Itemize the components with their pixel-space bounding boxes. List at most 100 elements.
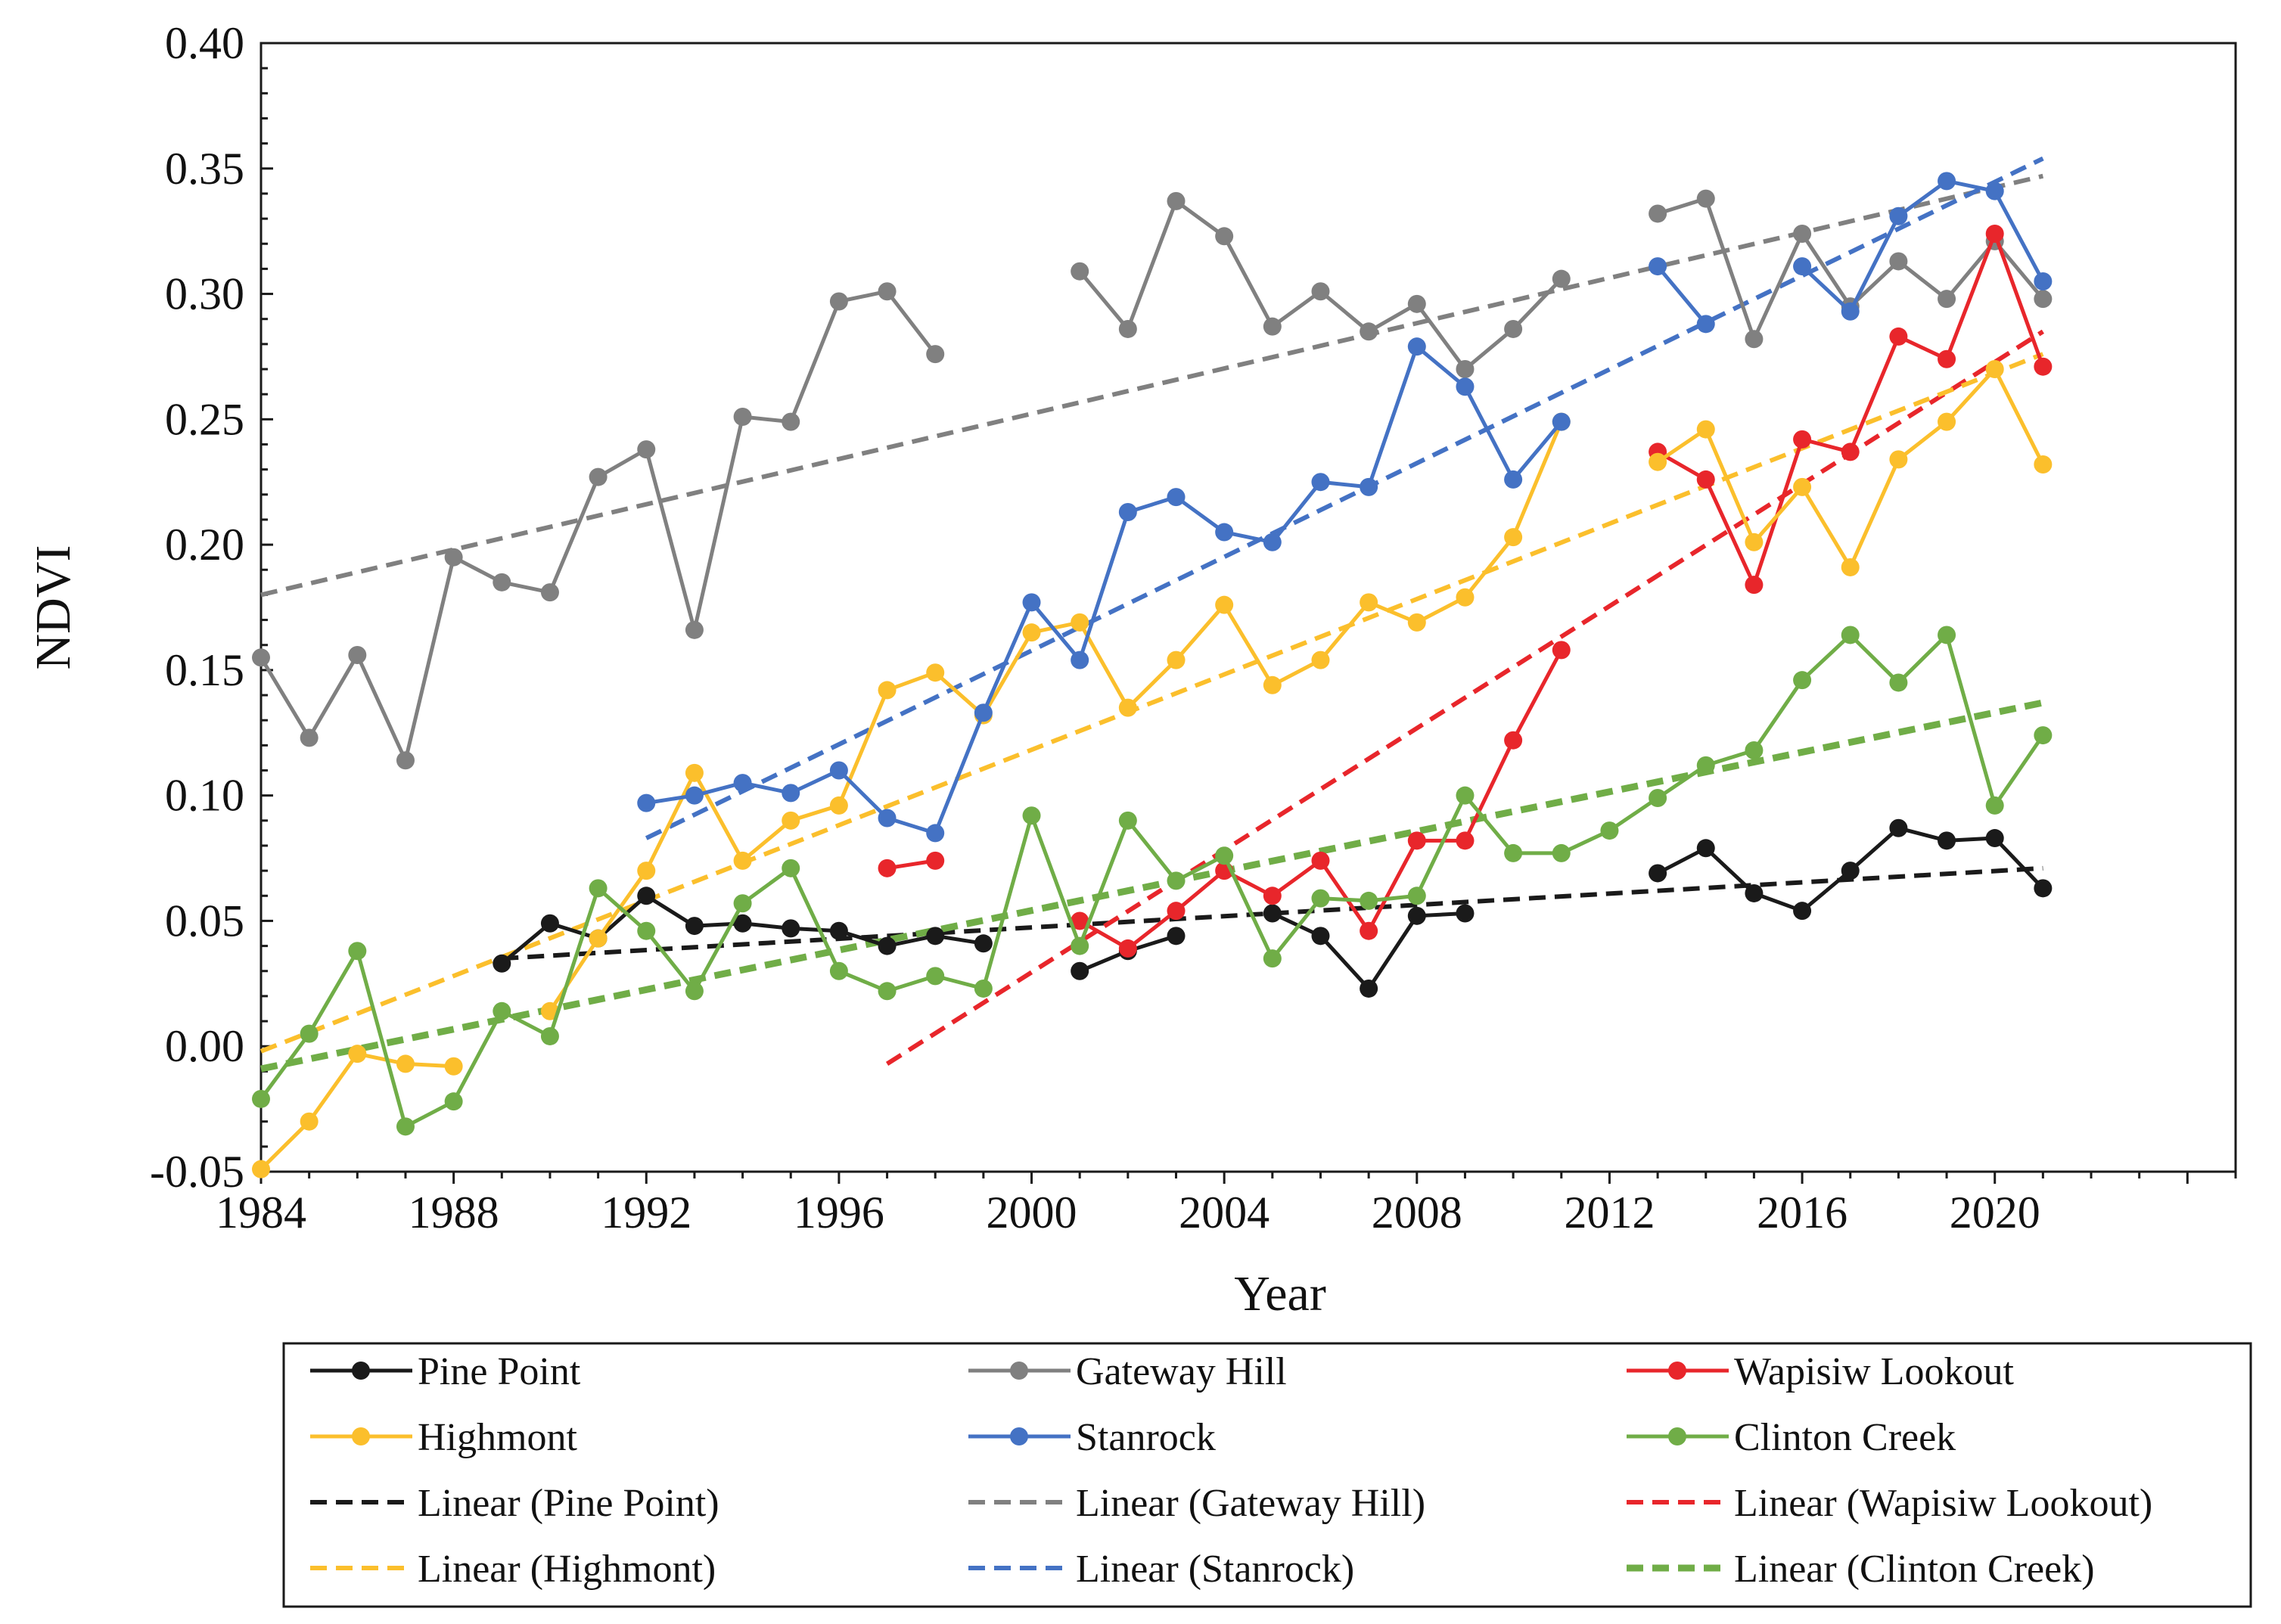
series-group: [252, 189, 2053, 770]
data-point: [540, 583, 559, 602]
data-point: [1985, 224, 2004, 243]
data-point: [444, 1092, 463, 1111]
x-tick-label: 2016: [1757, 1188, 1847, 1237]
data-point: [878, 936, 897, 955]
data-point: [733, 894, 752, 913]
data-point: [1456, 786, 1475, 805]
data-point: [1985, 796, 2004, 815]
y-tick-label: 0.40: [165, 18, 244, 68]
data-point: [1311, 851, 1330, 870]
data-point: [1071, 911, 1089, 930]
data-point: [1215, 846, 1234, 865]
data-point: [1456, 904, 1475, 923]
data-point: [926, 663, 945, 682]
data-point: [1745, 883, 1764, 902]
series-line: [1801, 179, 2045, 314]
data-point: [1263, 904, 1282, 923]
data-point: [1600, 821, 1619, 840]
data-series: [252, 172, 2053, 1178]
data-point: [1360, 921, 1378, 940]
data-point: [396, 1117, 415, 1136]
data-point: [444, 1057, 463, 1076]
data-point: [782, 919, 800, 938]
data-point: [926, 927, 945, 946]
series-group: [493, 818, 2053, 998]
data-point: [1022, 593, 1041, 612]
data-point: [878, 282, 897, 301]
data-point: [782, 412, 800, 431]
data-point: [1793, 477, 1812, 496]
data-point: [1841, 442, 1860, 461]
data-point: [1071, 262, 1089, 281]
legend-item: Stanrock: [968, 1416, 1216, 1459]
data-point: [829, 761, 848, 780]
data-point: [1938, 831, 1956, 850]
series-line: [1656, 265, 1708, 325]
data-point: [782, 811, 800, 830]
data-point: [829, 961, 848, 980]
data-point: [1407, 294, 1426, 313]
y-tick-label: 0.25: [165, 394, 244, 444]
data-point: [1889, 818, 1908, 837]
data-point: [637, 862, 656, 880]
data-point: [733, 914, 752, 933]
data-point: [974, 979, 993, 998]
data-point: [1745, 576, 1764, 595]
data-point: [444, 548, 463, 567]
data-point: [396, 751, 415, 770]
data-point: [926, 967, 945, 986]
y-tick-label: 0.10: [165, 771, 244, 821]
data-point: [1118, 319, 1137, 338]
data-point: [1696, 315, 1715, 334]
y-tick-label: 0.30: [165, 269, 244, 319]
x-tick-labels: 1984 1988 1992 1996 2000 2004 2008 2012 2016 2020: [216, 1188, 2040, 1237]
data-point: [1407, 613, 1426, 632]
data-point: [1841, 862, 1860, 880]
data-point: [1552, 412, 1571, 431]
legend-label: Linear (Clinton Creek): [1734, 1548, 2095, 1591]
data-point: [1167, 927, 1186, 946]
data-point: [878, 681, 897, 700]
data-point: [300, 1024, 319, 1043]
data-point: [396, 1054, 415, 1073]
data-point: [2034, 455, 2053, 474]
data-point: [589, 467, 608, 486]
legend-swatch-marker: [1010, 1427, 1028, 1445]
data-point: [1071, 613, 1089, 632]
data-point: [300, 1112, 319, 1131]
data-point: [493, 573, 511, 592]
data-point: [1985, 829, 2004, 848]
data-point: [1407, 887, 1426, 905]
data-point: [1985, 182, 2004, 200]
data-point: [733, 408, 752, 427]
data-point: [540, 1026, 559, 1045]
data-point: [1311, 889, 1330, 908]
data-point: [1649, 788, 1667, 807]
data-point: [1649, 864, 1667, 883]
data-point: [1841, 557, 1860, 576]
data-point: [2034, 726, 2053, 745]
data-point: [782, 859, 800, 877]
data-point: [1745, 330, 1764, 349]
data-point: [1263, 675, 1282, 694]
legend-label: Highmont: [418, 1416, 577, 1459]
data-point: [1215, 595, 1234, 614]
data-point: [1263, 949, 1282, 968]
data-point: [252, 1089, 270, 1108]
data-point: [589, 879, 608, 898]
series-group: [252, 360, 2053, 1178]
data-point: [1745, 741, 1764, 759]
data-point: [1793, 902, 1812, 921]
data-point: [1504, 731, 1523, 750]
y-tick-labels: -0.05 0.00 0.05 0.10 0.15 0.20 0.25 0.30 0.35 0.4…: [150, 18, 244, 1197]
data-point: [637, 887, 656, 905]
data-point: [733, 851, 752, 870]
x-tick-label: 1984: [216, 1188, 306, 1237]
legend-swatch-marker: [1010, 1362, 1028, 1380]
data-point: [974, 703, 993, 722]
data-point: [685, 763, 704, 782]
data-point: [252, 648, 270, 667]
x-tick-label: 1992: [601, 1188, 691, 1237]
data-point: [348, 1045, 367, 1064]
data-point: [1118, 698, 1137, 717]
